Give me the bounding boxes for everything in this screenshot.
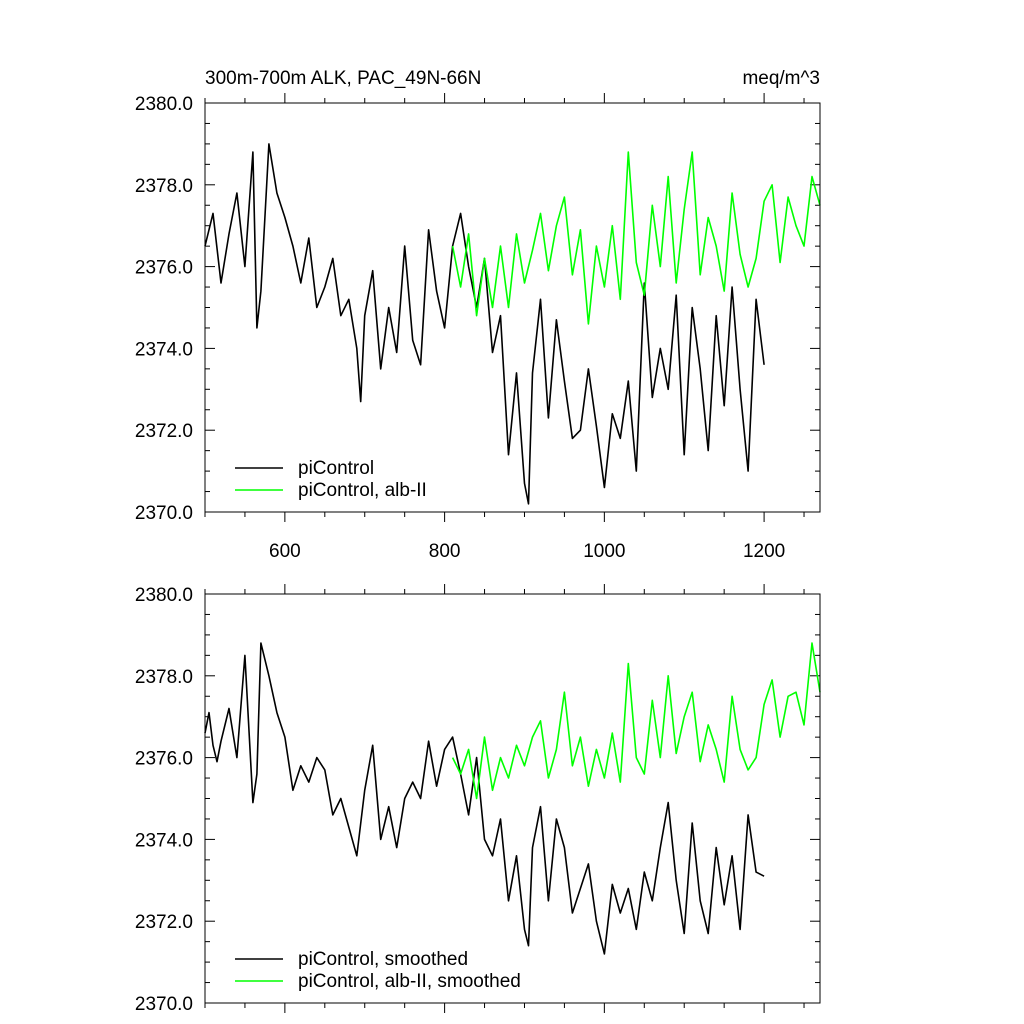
y-tick-label: 2372.0: [135, 421, 193, 442]
y-tick-label: 2372.0: [135, 912, 193, 933]
x-tick-label: 1000: [583, 541, 625, 562]
bottom-panel-lines: [204, 642, 821, 955]
y-tick-label: 2380.0: [135, 94, 193, 115]
bottom-panel-legend: piControl, smoothed piControl, alb-II, s…: [235, 949, 521, 992]
series-line-picontrol-alb-ii: [451, 151, 821, 325]
x-tick-label: 600: [269, 541, 301, 562]
legend-label-picontrol: piControl: [298, 458, 374, 479]
top-panel: 300m-700m ALK, PAC_49N-66N meq/m^3 2370.…: [135, 68, 821, 562]
y-tick-label: 2376.0: [135, 749, 193, 770]
bottom-panel-tick-labels: 2370.0 2372.0 2374.0 2376.0 2378.0 2380.0: [135, 585, 193, 1015]
y-tick-label: 2370.0: [135, 503, 193, 524]
top-panel-ticks: [204, 93, 820, 522]
y-tick-label: 2370.0: [135, 994, 193, 1015]
top-panel-legend: piControl piControl, alb-II: [235, 458, 427, 501]
legend-label-picontrol-alb-ii-smoothed: piControl, alb-II, smoothed: [298, 971, 521, 992]
bottom-panel: 2370.0 2372.0 2374.0 2376.0 2378.0 2380.0 piC…: [135, 584, 821, 1015]
y-tick-label: 2374.0: [135, 339, 193, 360]
x-tick-label: 1200: [743, 541, 785, 562]
chart-title: 300m-700m ALK, PAC_49N-66N: [205, 68, 481, 89]
chart-units: meq/m^3: [742, 68, 820, 89]
y-tick-label: 2378.0: [135, 667, 193, 688]
top-panel-lines: [204, 143, 821, 505]
x-tick-label: 800: [429, 541, 461, 562]
y-tick-label: 2374.0: [135, 830, 193, 851]
series-line-picontrol: [204, 143, 765, 505]
top-panel-frame: [204, 102, 821, 513]
legend-label-picontrol-alb-ii: piControl, alb-II: [298, 480, 427, 501]
series-line-picontrol-smoothed: [204, 642, 765, 955]
bottom-panel-frame: [204, 593, 821, 1004]
series-line-picontrol-alb-ii-smoothed: [451, 642, 821, 800]
bottom-panel-ticks: [204, 584, 820, 1013]
y-tick-label: 2380.0: [135, 585, 193, 606]
y-tick-label: 2378.0: [135, 176, 193, 197]
legend-label-picontrol-smoothed: piControl, smoothed: [298, 949, 468, 970]
y-tick-label: 2376.0: [135, 258, 193, 279]
top-panel-tick-labels: 2370.0 2372.0 2374.0 2376.0 2378.0 2380.0 600 8…: [135, 94, 785, 562]
